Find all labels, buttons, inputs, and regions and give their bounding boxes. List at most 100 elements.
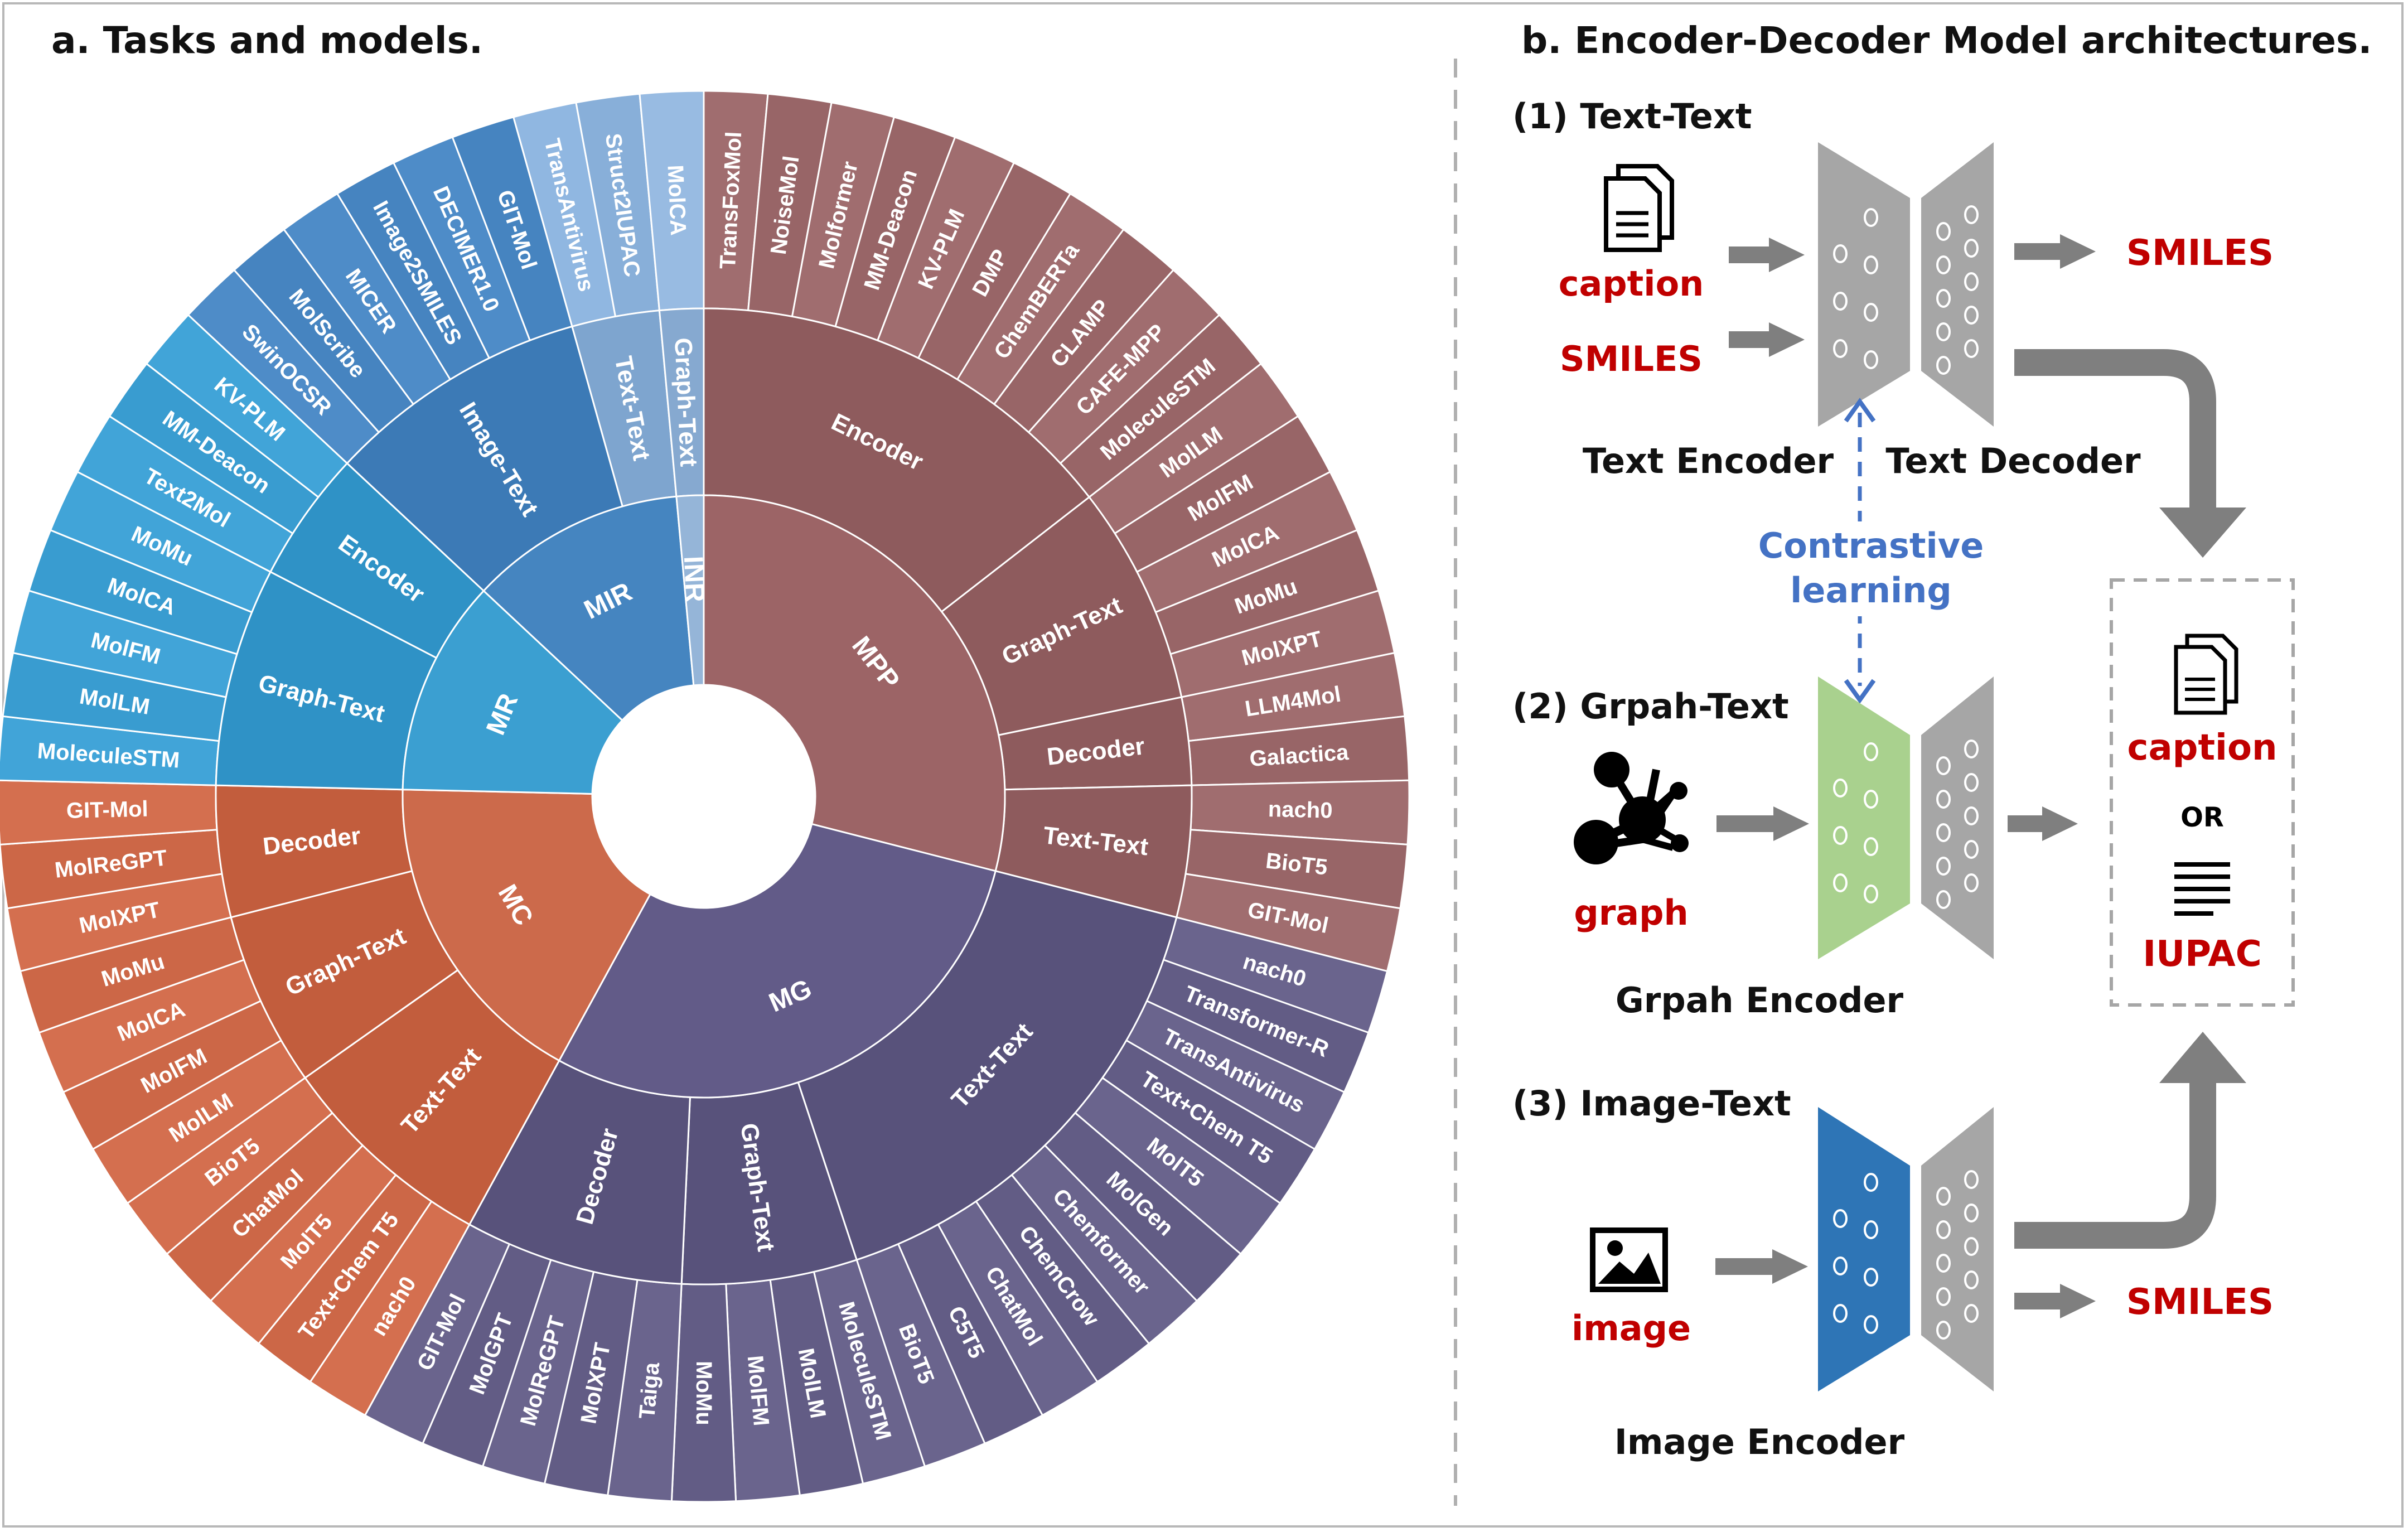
neuron-node xyxy=(1964,1304,1979,1323)
image-encoder-block xyxy=(1818,1107,1910,1391)
text-decoder-block xyxy=(1921,142,1994,427)
image-decoder-block xyxy=(1921,1107,1994,1391)
section1-heading: (1) Text-Text xyxy=(1512,96,1752,137)
neuron-node xyxy=(1833,1304,1848,1323)
neuron-node xyxy=(1964,806,1979,825)
neuron-node xyxy=(1964,205,1979,224)
neuron-node xyxy=(1864,255,1878,274)
neuron-node xyxy=(1864,742,1878,761)
sunburst-center-hole xyxy=(592,685,815,908)
neuron-node xyxy=(1964,1270,1979,1289)
neuron-node xyxy=(1833,1256,1848,1275)
neuron-node xyxy=(1964,840,1979,859)
contrastive-label-line1: Contrastive xyxy=(1758,525,1984,566)
output-iupac-label: IUPAC xyxy=(2143,934,2261,975)
image-encoder-label: Image Encoder xyxy=(1614,1422,1905,1462)
neuron-node xyxy=(1864,1173,1878,1192)
neuron-node xyxy=(1936,1220,1951,1239)
neuron-node xyxy=(1864,1362,1878,1381)
neuron-node xyxy=(1964,339,1979,358)
neuron-node xyxy=(1864,790,1878,809)
neuron-node xyxy=(1833,873,1848,892)
sunburst-leaf-label-molca: MolCA xyxy=(663,165,690,236)
neuron-node xyxy=(1864,885,1878,903)
output-box xyxy=(2110,578,2295,1007)
neuron-node xyxy=(1936,890,1951,909)
neuron-node xyxy=(1936,255,1951,274)
sunburst-leaf-label-nach0: nach0 xyxy=(1268,797,1333,823)
output-smiles-label-2: SMILES xyxy=(2126,1282,2274,1323)
neuron-node xyxy=(1864,350,1878,369)
neuron-node xyxy=(1964,773,1979,792)
output-or-label: OR xyxy=(2180,802,2224,833)
neuron-node xyxy=(1833,1209,1848,1228)
graph-decoder-block xyxy=(1921,676,1994,959)
neuron-node xyxy=(1833,779,1848,798)
sunburst-task-label-inr: INR xyxy=(678,555,710,603)
graph-encoder-label: Grpah Encoder xyxy=(1616,980,1904,1021)
document-icon xyxy=(1604,164,1674,252)
neuron-node xyxy=(1964,1170,1979,1189)
neuron-node xyxy=(1964,740,1979,758)
neuron-node xyxy=(1936,823,1951,842)
sunburst-leaf-label-momu: MoMu xyxy=(692,1361,716,1425)
neuron-node xyxy=(1864,208,1878,227)
neuron-node xyxy=(1833,292,1848,311)
output-caption-label: caption xyxy=(2127,727,2278,769)
section3-heading: (3) Image-Text xyxy=(1512,1083,1791,1124)
neuron-node xyxy=(1936,356,1951,375)
neuron-node xyxy=(1936,790,1951,809)
text-decoder-label: Text Decoder xyxy=(1885,441,2141,481)
neuron-node xyxy=(1936,1254,1951,1273)
panel-a-title: a. Tasks and models. xyxy=(51,19,483,62)
sunburst-subgroup-label-graph-text: Graph-Text xyxy=(669,337,702,468)
contrastive-label-line2: learning xyxy=(1790,570,1952,611)
arrow-image-decoder-to-smiles xyxy=(2014,1284,2096,1318)
neuron-node xyxy=(1936,1187,1951,1206)
output-document-icon xyxy=(2174,634,2238,715)
graph-encoder-block xyxy=(1818,676,1910,959)
arrow-graph-decoder-to-output xyxy=(2008,806,2078,841)
neuron-node xyxy=(1964,272,1979,291)
molecule-graph-icon xyxy=(1574,752,1689,864)
neuron-node xyxy=(1964,873,1979,892)
input-smiles-label: SMILES xyxy=(1560,339,1703,379)
sunburst-leaf-label-taiga: Taiga xyxy=(635,1361,664,1420)
neuron-node xyxy=(1936,322,1951,341)
arrow-caption-to-encoder xyxy=(1729,238,1805,272)
text-lines-icon xyxy=(2174,862,2230,916)
arrow-graph-to-encoder xyxy=(1716,806,1809,841)
section2-heading: (2) Grpah-Text xyxy=(1512,686,1789,727)
text-encoder-block xyxy=(1818,142,1910,427)
neuron-node xyxy=(1864,1268,1878,1287)
sunburst-chart: TransFoxMol NoiseMol MolformerMM-DeaconKV-… xyxy=(0,90,1410,1503)
neuron-node xyxy=(1833,244,1848,263)
sunburst-leaf-label-git-mol: GIT-Mol xyxy=(66,797,148,823)
neuron-node xyxy=(1936,289,1951,308)
neuron-node xyxy=(1833,339,1848,358)
neuron-node xyxy=(1964,306,1979,325)
neuron-node xyxy=(1864,1220,1878,1239)
input-image-label: image xyxy=(1572,1308,1691,1349)
neuron-node xyxy=(1936,857,1951,876)
neuron-node xyxy=(1964,1204,1979,1222)
neuron-node xyxy=(1864,932,1878,951)
neuron-node xyxy=(1964,239,1979,258)
arrow-decoder-to-output-box xyxy=(2014,349,2246,558)
text-encoder-label: Text Encoder xyxy=(1583,441,1834,481)
neuron-node xyxy=(1864,303,1878,322)
input-caption-label: caption xyxy=(1559,263,1704,304)
input-graph-label: graph xyxy=(1574,892,1688,933)
neuron-node xyxy=(1833,826,1848,845)
neuron-node xyxy=(1936,1321,1951,1340)
contrastive-label-bg xyxy=(1757,521,1963,616)
arrow-smiles-to-encoder xyxy=(1729,322,1805,357)
arrow-image-decoder-to-output-box xyxy=(2014,1032,2246,1249)
neuron-node xyxy=(1964,1237,1979,1256)
image-icon xyxy=(1590,1227,1668,1292)
neuron-node xyxy=(1864,1315,1878,1334)
output-smiles-label: SMILES xyxy=(2126,233,2274,274)
arrow-decoder-to-smiles xyxy=(2014,234,2096,269)
arrow-image-to-encoder xyxy=(1715,1249,1808,1284)
